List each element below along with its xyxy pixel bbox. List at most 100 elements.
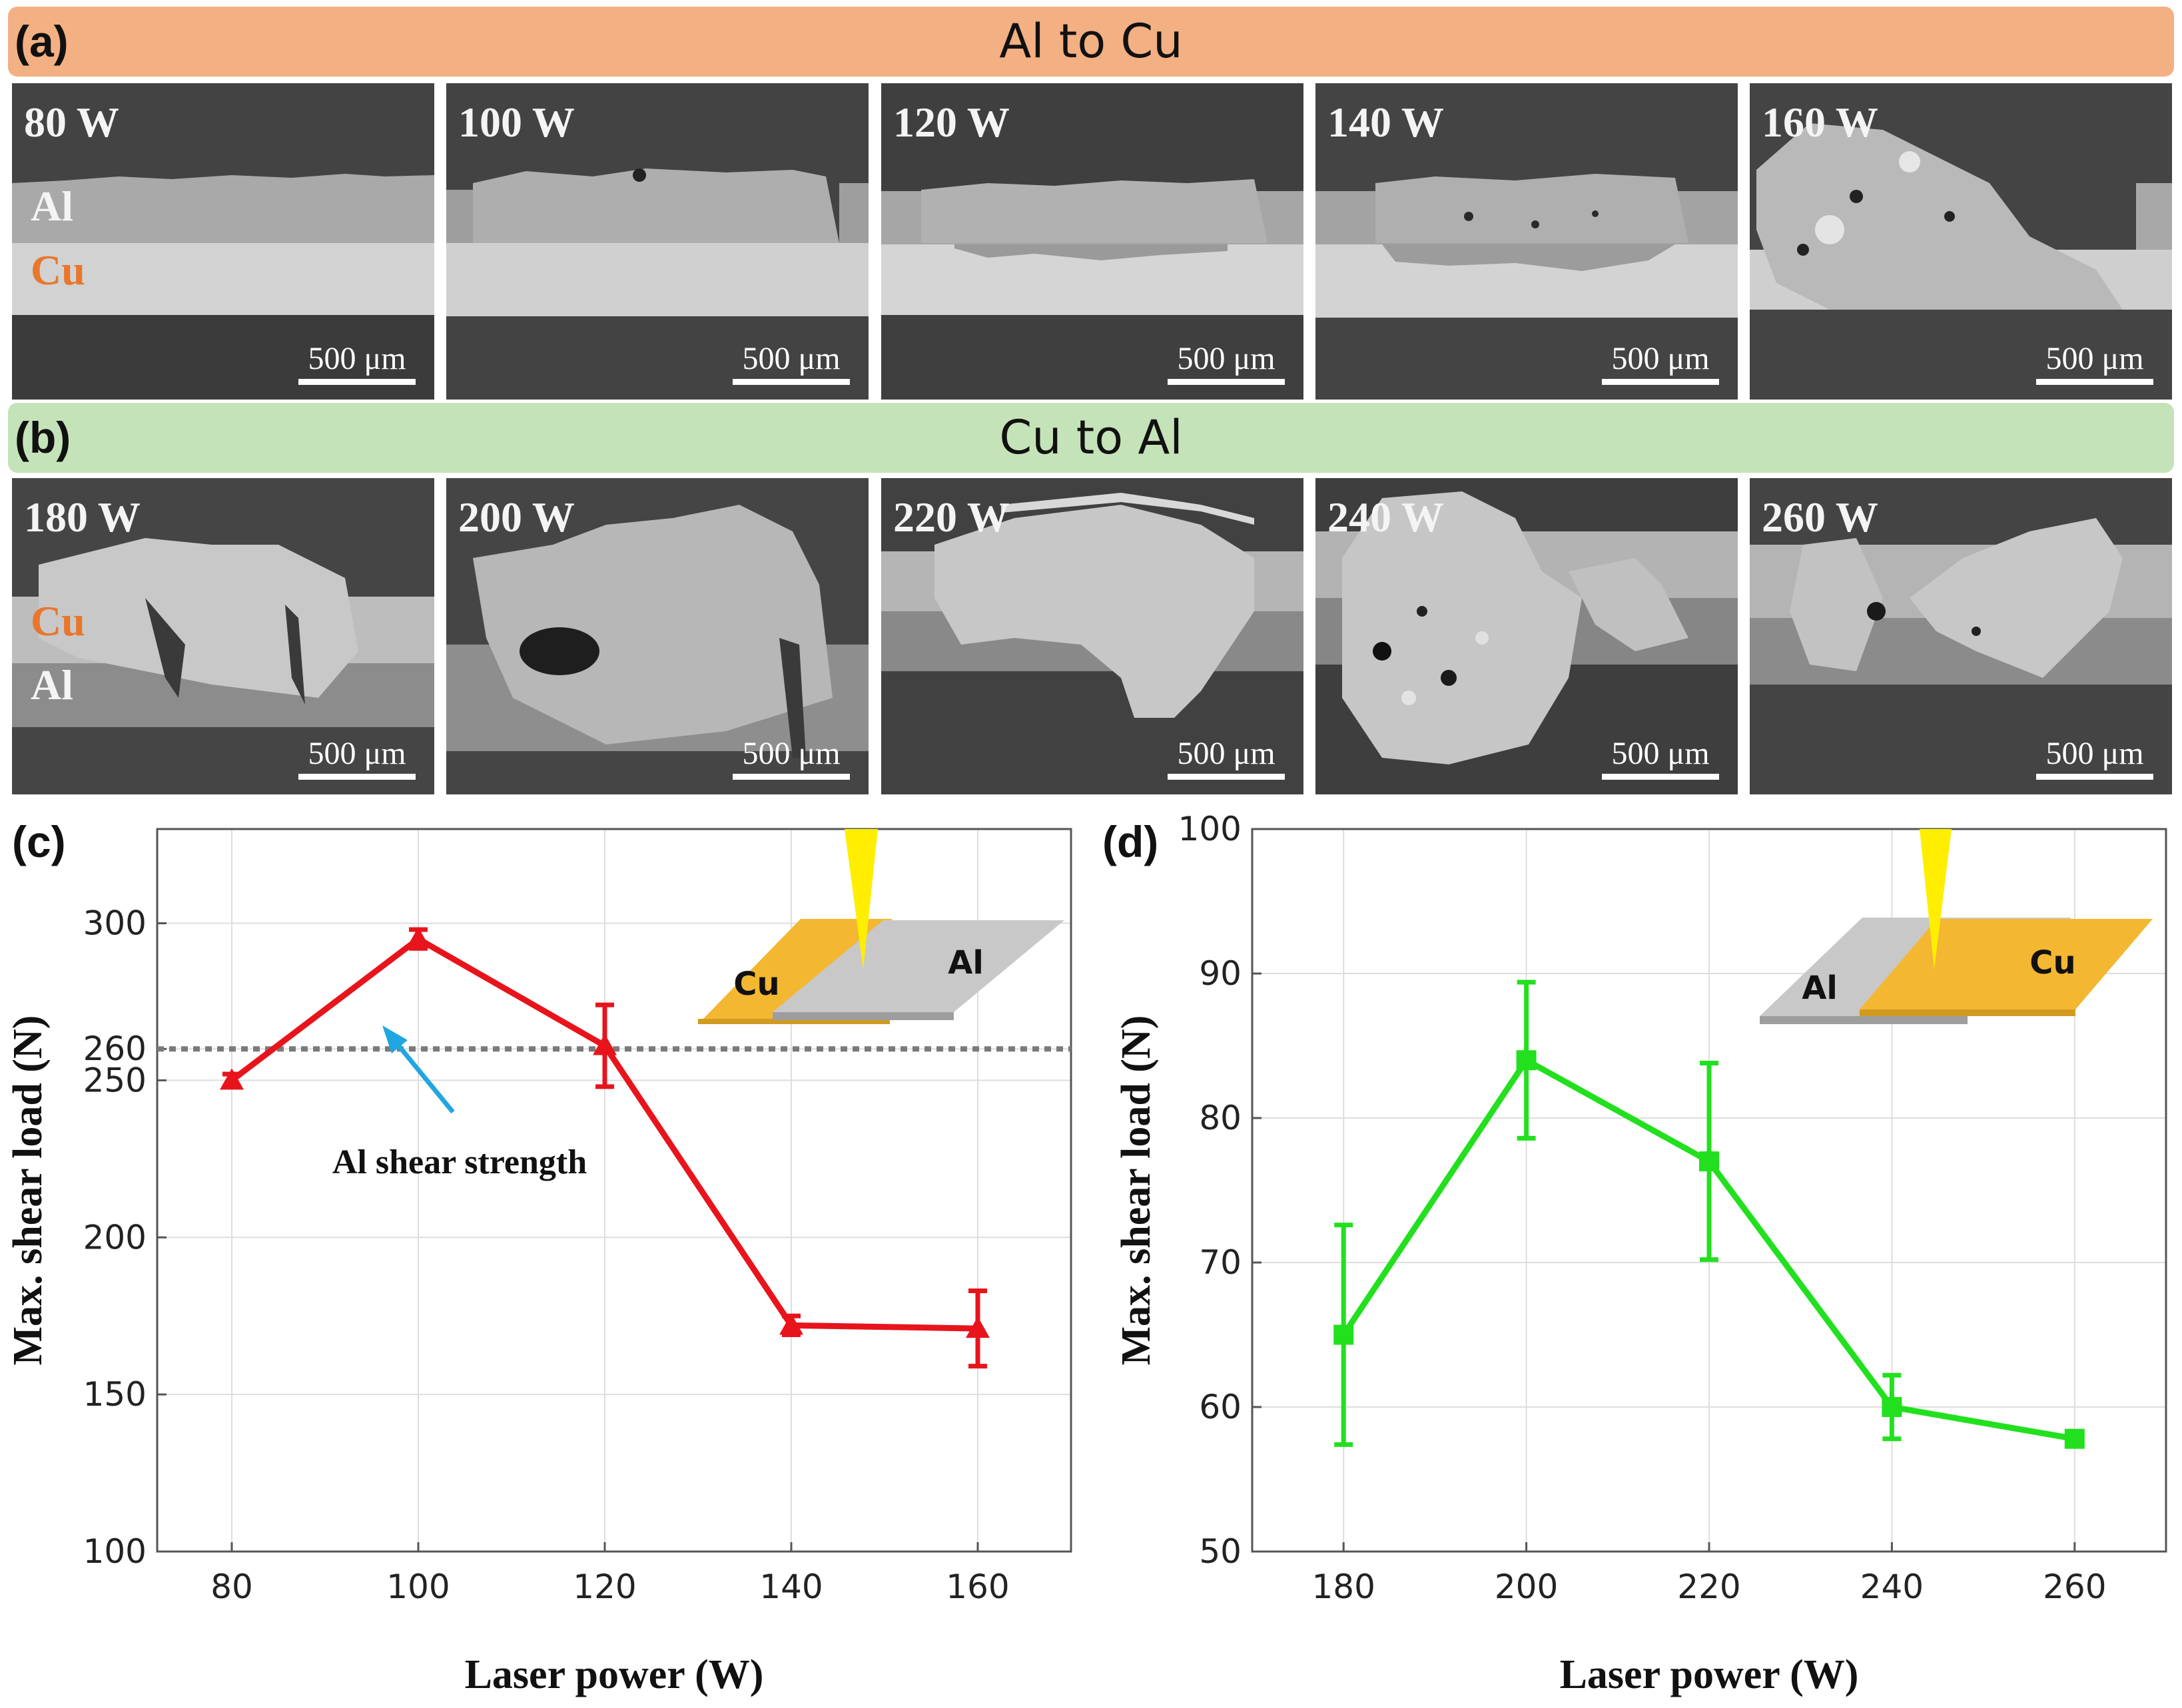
scale-bar: 500 μm bbox=[1602, 735, 1719, 780]
micrograph-b-4-power: 240 W bbox=[1327, 493, 1444, 541]
chart-d-inset-plate-right-edge bbox=[1860, 1009, 2075, 1016]
scale-bar-label: 500 μm bbox=[1177, 736, 1275, 771]
scale-bar-line bbox=[733, 379, 850, 385]
micrograph-a-2: 100 W 500 μm bbox=[446, 83, 869, 400]
micrograph-a-1-power: 80 W bbox=[24, 99, 119, 146]
chart-d-data-point bbox=[2064, 1428, 2085, 1449]
chart-c-x-axis-title: Laser power (W) bbox=[465, 1652, 764, 1697]
micrograph-a-4-image bbox=[1315, 83, 1738, 400]
chart-d-y-tick-label: 70 bbox=[1199, 1243, 1242, 1282]
micrograph-a-3-image bbox=[881, 83, 1303, 400]
micrograph-b-4: 240 W 500 μm bbox=[1315, 478, 1738, 794]
scale-bar-label: 500 μm bbox=[1611, 341, 1710, 376]
scale-bar: 500 μm bbox=[733, 735, 850, 780]
chart-c-inset-left-label: Cu bbox=[733, 966, 779, 1003]
chart-c-data-point bbox=[593, 1033, 617, 1055]
micrograph-b-4-image bbox=[1315, 478, 1738, 794]
chart-c-x-tick-label: 80 bbox=[210, 1567, 253, 1606]
panel-a-title: Al to Cu bbox=[999, 14, 1183, 69]
chart-d-x-tick-label: 240 bbox=[1860, 1567, 1924, 1606]
chart-d-inset-left-label: Al bbox=[1802, 970, 1838, 1007]
micrograph-b-5: 260 W 500 μm bbox=[1750, 478, 2172, 794]
micrograph-a-5-power: 160 W bbox=[1762, 99, 1878, 146]
micrograph-b-1-power: 180 W bbox=[24, 493, 141, 541]
scale-bar: 500 μm bbox=[1602, 340, 1719, 385]
chart-c-inset-schematic: Cu Al bbox=[698, 829, 1064, 1024]
micrograph-a-3-power: 120 W bbox=[893, 99, 1010, 146]
chart-d-inset-plate-left-edge bbox=[1760, 1016, 1968, 1024]
chart-d-y-tick-label: 50 bbox=[1199, 1532, 1242, 1571]
chart-c-inset-plate-right bbox=[773, 920, 1064, 1012]
panel-b-title: Cu to Al bbox=[999, 410, 1183, 465]
micrograph-b-2-power: 200 W bbox=[458, 493, 575, 541]
scale-bar-label: 500 μm bbox=[1611, 736, 1710, 771]
chart-c-y-tick-label: 300 bbox=[83, 904, 147, 943]
scale-bar: 500 μm bbox=[1168, 735, 1285, 780]
chart-d-y-tick-label: 60 bbox=[1199, 1388, 1242, 1426]
chart-d-data-point bbox=[1333, 1324, 1354, 1345]
chart-d-inset-right-label: Cu bbox=[2029, 944, 2075, 982]
micrograph-a-5: 160 W 500 μm bbox=[1750, 83, 2172, 400]
chart-c-plot-frame bbox=[156, 828, 1072, 1553]
chart-c-x-tick-label: 160 bbox=[946, 1567, 1009, 1606]
chart-d-x-tick-label: 220 bbox=[1677, 1567, 1740, 1606]
micrograph-a-2-image bbox=[446, 83, 869, 400]
panel-b-banner: (b) Cu to Al bbox=[8, 403, 2174, 473]
scale-bar-label: 500 μm bbox=[2045, 736, 2144, 771]
micrograph-b-3-power: 220 W bbox=[893, 493, 1010, 541]
panel-c-letter: (c) bbox=[12, 817, 66, 866]
chart-c-reference-label: Al shear strength bbox=[332, 1143, 587, 1181]
micrograph-b-5-image bbox=[1750, 478, 2172, 794]
chart-d-y-tick-label: 100 bbox=[1178, 810, 1242, 848]
panel-a-banner: (a) Al to Cu bbox=[8, 7, 2174, 77]
chart-d-data-point bbox=[1882, 1397, 1902, 1417]
panel-a-letter: (a) bbox=[15, 17, 69, 66]
scale-bar-line bbox=[1602, 774, 1719, 780]
chart-c-y-tick-label: 200 bbox=[83, 1218, 147, 1257]
scale-bar-line bbox=[1602, 379, 1719, 385]
chart-c-data-point bbox=[779, 1313, 803, 1335]
chart-c-y-tick-label: 250 bbox=[83, 1061, 147, 1099]
scale-bar: 500 μm bbox=[298, 735, 416, 780]
chart-c-y-axis-title: Max. shear load (N) bbox=[5, 1015, 51, 1366]
micrograph-b-1-image bbox=[12, 478, 434, 794]
chart-d-x-tick-label: 200 bbox=[1495, 1567, 1558, 1606]
chart-c-data-point bbox=[406, 927, 430, 949]
micrograph-b-5-power: 260 W bbox=[1762, 493, 1878, 541]
chart-c-data-point bbox=[966, 1316, 990, 1338]
micrograph-a-1: 80 W Al Cu 500 μm bbox=[12, 83, 434, 400]
scale-bar-line bbox=[298, 774, 416, 780]
scale-bar: 500 μm bbox=[1168, 340, 1285, 385]
micrograph-b-2: 200 W 500 μm bbox=[446, 478, 869, 794]
chart-d-data-point bbox=[1699, 1151, 1719, 1172]
scale-bar-line bbox=[1168, 379, 1285, 385]
panel-b-letter: (b) bbox=[15, 413, 71, 462]
chart-c-x-tick-label: 140 bbox=[759, 1567, 823, 1606]
micrograph-a-bottom-layer-label: Cu bbox=[31, 246, 85, 294]
panel-d-letter: (d) bbox=[1102, 817, 1159, 866]
scale-bar-line bbox=[2036, 774, 2153, 780]
scale-bar: 500 μm bbox=[298, 340, 416, 385]
micrograph-b-3-image bbox=[881, 478, 1303, 794]
scale-bar-label: 500 μm bbox=[308, 736, 406, 771]
chart-c-y-tick-label: 150 bbox=[83, 1375, 147, 1414]
chart-c-y-tick-label: 100 bbox=[83, 1532, 147, 1571]
chart-c-data-point bbox=[220, 1068, 244, 1090]
chart-c-y-tick-label: 260 bbox=[83, 1029, 147, 1068]
scale-bar: 500 μm bbox=[2036, 735, 2153, 780]
micrograph-a-3: 120 W 500 μm bbox=[881, 83, 1303, 400]
micrograph-a-2-power: 100 W bbox=[458, 99, 575, 146]
scale-bar-line bbox=[298, 379, 416, 385]
chart-d-x-tick-label: 180 bbox=[1311, 1567, 1375, 1606]
scale-bar-label: 500 μm bbox=[308, 341, 406, 376]
chart-d-x-tick-label: 260 bbox=[2043, 1567, 2106, 1606]
scale-bar-label: 500 μm bbox=[1177, 341, 1275, 376]
micrograph-b-1: 180 W Cu Al 500 μm bbox=[12, 478, 434, 794]
micrograph-b-top-layer-label: Cu bbox=[31, 597, 85, 645]
scale-bar: 500 μm bbox=[2036, 340, 2153, 385]
chart-d-y-axis-title: Max. shear load (N) bbox=[1114, 1015, 1159, 1366]
scale-bar-line bbox=[733, 774, 850, 780]
chart-d-y-tick-label: 90 bbox=[1199, 954, 1242, 993]
